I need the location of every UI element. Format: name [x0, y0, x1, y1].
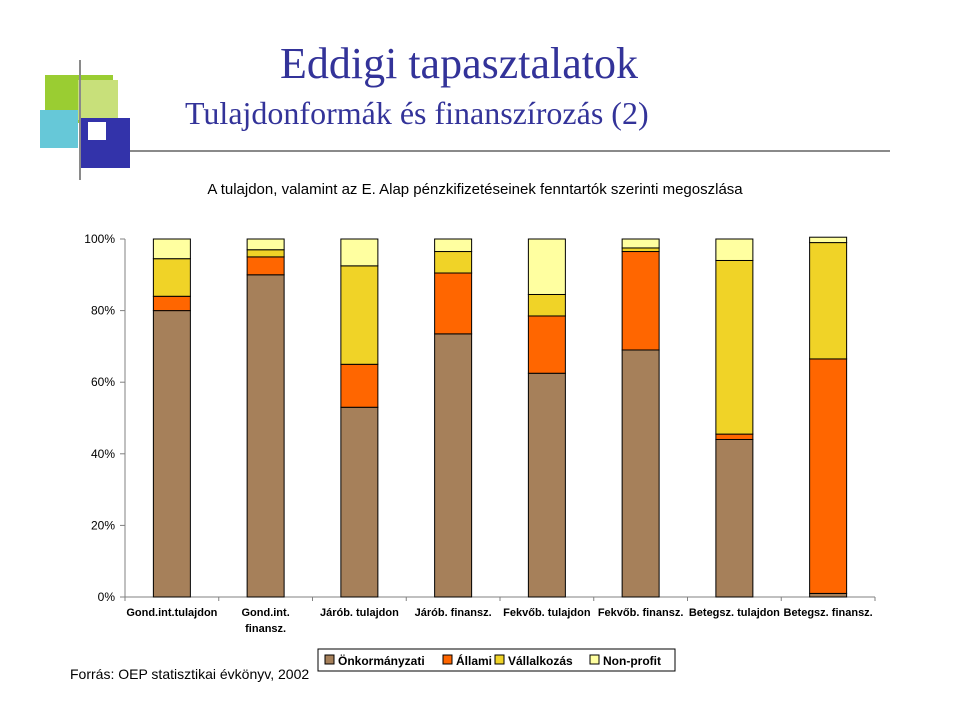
- legend-label: Önkormányzati: [338, 653, 425, 668]
- x-tick-label: Gond.int.: [241, 607, 289, 619]
- legend-swatch: [494, 654, 505, 665]
- bar-segment: [152, 310, 191, 598]
- x-tick-label: Járób. tulajdon: [320, 607, 399, 619]
- bar-segment: [809, 358, 848, 594]
- slide-subtitle: Tulajdonformák és finanszírozás (2): [185, 95, 649, 131]
- title-divider: [130, 150, 890, 152]
- chart-legend: Önkormányzati Állami Vállalkozás Non-profit: [317, 648, 676, 672]
- logo-square-cyan: [40, 110, 78, 148]
- bar-segment: [621, 238, 660, 249]
- bar-segment: [434, 238, 473, 253]
- x-tick-label: Gond.int.tulajdon: [126, 607, 217, 619]
- legend-swatch: [324, 654, 335, 665]
- x-tick-label: Járób. finansz.: [415, 607, 492, 619]
- bar-segment: [621, 349, 660, 598]
- bar-segment: [246, 238, 285, 251]
- legend-label: Non-profit: [603, 654, 661, 668]
- x-tick-label: Betegsz. tulajdon: [689, 607, 780, 619]
- y-tick-label: 60%: [91, 375, 115, 389]
- bar-segment: [715, 433, 754, 440]
- x-tick-label: Fekvőb. tulajdon: [503, 607, 591, 619]
- legend-swatch: [442, 654, 453, 665]
- source-note: Forrás: OEP statisztikai évkönyv, 2002: [70, 666, 310, 682]
- bar-segment: [152, 238, 191, 260]
- x-tick-label: Betegsz. finansz.: [784, 607, 873, 619]
- bar-segment: [621, 247, 660, 253]
- bar-segment: [527, 293, 566, 317]
- bar-segment: [340, 238, 379, 267]
- y-tick-label: 80%: [91, 304, 115, 318]
- bar-segment: [715, 438, 754, 598]
- chart-axes: 0% 20% 40% 60% 80% 100%: [84, 232, 876, 604]
- bar-segment: [434, 272, 473, 335]
- x-tick-label: Fekvőb. finansz.: [598, 607, 684, 619]
- bar-segment: [809, 592, 848, 598]
- bar-segment: [715, 259, 754, 435]
- y-tick-label: 20%: [91, 518, 115, 532]
- bar-segment: [340, 406, 379, 598]
- logo-vertical-line: [79, 60, 81, 180]
- legend-swatch: [589, 654, 600, 665]
- logo-square-white: [88, 122, 106, 140]
- legend-label: Vállalkozás: [508, 654, 573, 668]
- bar-segment: [152, 295, 191, 312]
- x-tick-label: finansz.: [245, 623, 286, 635]
- bar-segment: [152, 258, 191, 297]
- bar-segment: [434, 333, 473, 598]
- bar-segment: [621, 251, 660, 351]
- bar-segment: [715, 238, 754, 261]
- bar-segment: [340, 363, 379, 408]
- x-axis-labels: Gond.int.tulajdon Gond.int. finansz. Járób.…: [126, 607, 872, 635]
- y-tick-label: 40%: [91, 447, 115, 461]
- bar-segment: [246, 249, 285, 258]
- bar-segment: [527, 372, 566, 598]
- bar-segment: [809, 236, 848, 244]
- bar-segment: [434, 251, 473, 274]
- bar-segment: [527, 238, 566, 295]
- bar-segment: [246, 256, 285, 276]
- bar-segment: [809, 242, 848, 360]
- bar-segment: [246, 274, 285, 598]
- chart-bars: [152, 236, 848, 598]
- bar-segment: [527, 315, 566, 374]
- slide-title: Eddigi tapasztalatok: [280, 39, 638, 88]
- y-tick-label: 0%: [98, 590, 116, 604]
- logo-square-lightgreen: [78, 80, 118, 120]
- legend-label: Állami: [456, 653, 492, 668]
- y-tick-label: 100%: [84, 232, 115, 246]
- chart-title: A tulajdon, valamint az E. Alap pénzkifi…: [207, 181, 743, 198]
- bar-segment: [340, 265, 379, 365]
